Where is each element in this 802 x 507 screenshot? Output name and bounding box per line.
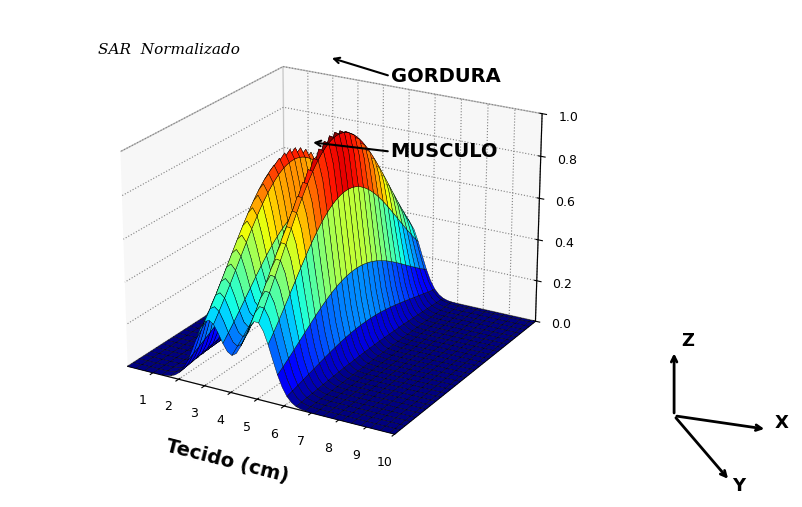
Text: Y: Y bbox=[731, 477, 744, 495]
X-axis label: Tecido (cm): Tecido (cm) bbox=[163, 437, 290, 486]
Text: SAR  Normalizado: SAR Normalizado bbox=[98, 43, 240, 57]
Text: GORDURA: GORDURA bbox=[390, 66, 500, 86]
Text: X: X bbox=[774, 414, 788, 431]
Text: MUSCULO: MUSCULO bbox=[390, 142, 497, 161]
Text: Z: Z bbox=[681, 332, 694, 350]
